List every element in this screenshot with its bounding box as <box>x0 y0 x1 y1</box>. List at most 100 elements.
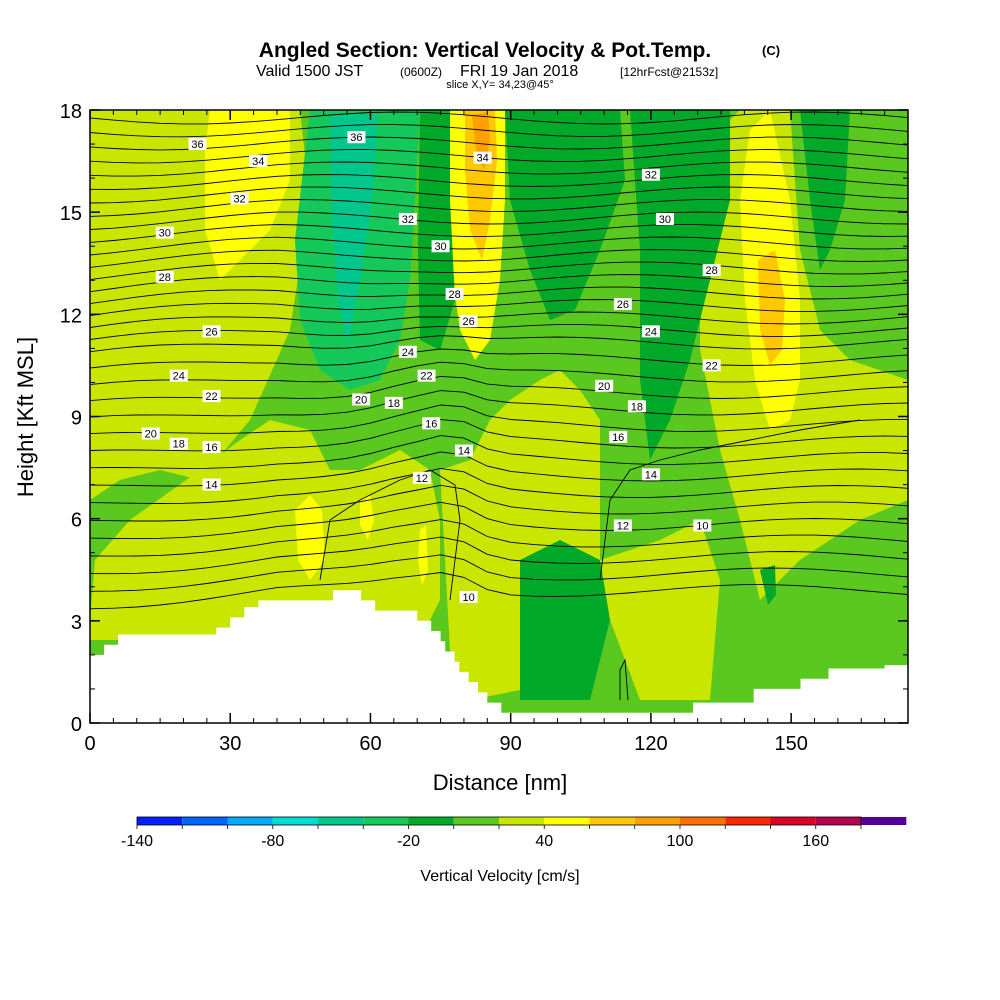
x-tick-label: 30 <box>219 733 241 755</box>
theta-contour-line <box>90 451 908 487</box>
theta-label-bg <box>422 417 441 430</box>
field-yellow-low1 <box>295 495 325 580</box>
theta-label-text: 14 <box>205 480 217 492</box>
y-tick-label: 6 <box>71 510 82 532</box>
theta-label-bg <box>412 471 431 484</box>
theta-label-text: 28 <box>706 265 718 277</box>
theta-label: 22 <box>702 359 721 372</box>
theta-label: 28 <box>445 287 464 301</box>
theta-label-bg <box>595 379 614 392</box>
theta-contour-line <box>90 335 908 353</box>
theta-label: 12 <box>412 471 431 485</box>
theta-label-text: 20 <box>145 429 157 441</box>
theta-contour-line <box>90 149 908 164</box>
theta-label-bg <box>613 298 632 311</box>
theta-label-bg <box>155 226 174 239</box>
terrain <box>90 590 908 723</box>
colorbar-swatch <box>363 817 409 825</box>
colorbar-swatch <box>408 817 454 825</box>
theta-label-text: 14 <box>458 446 470 458</box>
theta-contour-line <box>90 572 908 610</box>
theta-contour-line <box>599 419 861 581</box>
colorbar: -140 -80 -20 40 100 160 <box>121 816 907 850</box>
theta-label-text: 30 <box>159 228 171 240</box>
theta-label: 16 <box>422 417 441 430</box>
theta-label-bg <box>613 519 632 532</box>
theta-label: 16 <box>609 430 628 444</box>
y-tick-label: 18 <box>60 101 82 123</box>
theta-label-text: 10 <box>696 520 708 532</box>
theta-contour-line <box>90 249 908 268</box>
theta-contour-line <box>619 658 629 701</box>
field-green-plume5 <box>800 110 850 270</box>
colorbar-tick-label: 100 <box>667 833 694 850</box>
theta-label: 34 <box>249 155 268 168</box>
theta-label-bg <box>655 212 674 225</box>
theta-label-bg <box>702 359 721 372</box>
theta-label: 24 <box>398 345 417 359</box>
theta-contour-line <box>90 299 908 317</box>
theta-contour-line <box>90 311 908 328</box>
theta-contour-line <box>90 519 908 557</box>
colorbar-swatch <box>770 817 816 825</box>
theta-label-text: 18 <box>631 401 643 413</box>
theta-label-text: 32 <box>645 170 657 182</box>
theta-contours <box>90 111 908 701</box>
theta-contour-labels: 36 34 32 30 28 26 24 22 20 18 16 14 36 32 30 28 26 24 22 20… <box>141 131 721 604</box>
theta-label-text: 32 <box>233 194 245 206</box>
theta-contour-line <box>90 286 908 305</box>
theta-label-text: 20 <box>355 394 367 406</box>
theta-label: 30 <box>431 240 450 253</box>
theta-label-text: 34 <box>477 153 489 165</box>
field-lightgreen-bottom <box>600 520 720 700</box>
colorbar-swatch <box>544 817 590 825</box>
theta-label-text: 30 <box>659 214 671 226</box>
theta-label-text: 22 <box>205 391 217 403</box>
theta-label-bg <box>155 270 174 283</box>
y-tick-label: 0 <box>71 714 82 736</box>
y-tick-label: 12 <box>60 305 82 327</box>
theta-contour-line <box>90 324 908 340</box>
x-axis-label: Distance [nm] <box>433 770 568 795</box>
colorbar-tick-label: 40 <box>535 833 553 850</box>
theta-contour-line <box>90 174 908 190</box>
field-lightgreen-lower <box>90 420 440 640</box>
theta-label-text: 24 <box>402 347 414 359</box>
theta-contour-line <box>90 211 908 230</box>
field-cyan-plume <box>330 115 378 345</box>
theta-label: 26 <box>202 325 221 338</box>
theta-label: 10 <box>693 519 712 532</box>
theta-label: 10 <box>459 590 478 604</box>
theta-label-text: 20 <box>598 381 610 393</box>
theta-label-bg <box>693 519 712 532</box>
theta-label-bg <box>417 369 436 382</box>
theta-label-text: 18 <box>173 439 185 451</box>
theta-label: 12 <box>613 519 632 532</box>
theta-label: 34 <box>473 151 492 165</box>
x-tick-label: 150 <box>774 733 807 755</box>
theta-label-bg <box>169 369 188 382</box>
theta-contour-line <box>90 390 908 418</box>
subtitle-forecast: [12hrFcst@2153z] <box>620 65 718 79</box>
theta-label: 18 <box>169 437 188 451</box>
theta-label-bg <box>384 396 403 409</box>
theta-contour-line <box>90 554 908 592</box>
theta-contour-line <box>90 136 908 151</box>
chart-title-group: Angled Section: Vertical Velocity & Pot.… <box>256 39 780 91</box>
theta-contour-line <box>90 375 908 402</box>
theta-label-bg <box>445 287 464 300</box>
theta-contour-line <box>90 199 908 217</box>
chart-title: Angled Section: Vertical Velocity & Pot.… <box>259 39 711 62</box>
theta-label-bg <box>352 393 371 406</box>
colorbar-swatch <box>137 817 183 825</box>
theta-contour-line <box>90 501 908 540</box>
theta-contour-line <box>90 484 908 522</box>
theta-label: 20 <box>595 379 614 393</box>
theta-label: 30 <box>655 212 674 226</box>
theta-contour-line <box>90 419 908 452</box>
theta-contour-line <box>90 404 908 435</box>
theta-contour-line <box>90 274 908 293</box>
theta-label-bg <box>202 325 221 338</box>
theta-label-text: 34 <box>252 156 264 168</box>
